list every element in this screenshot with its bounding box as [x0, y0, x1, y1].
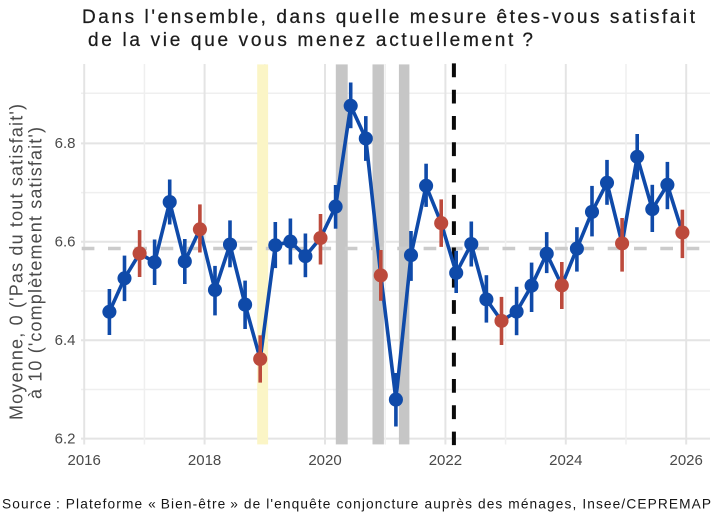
svg-text:6.6: 6.6 — [55, 234, 76, 251]
svg-text:Moyenne, 0 ('Pas du tout satis: Moyenne, 0 ('Pas du tout satisfait') — [7, 104, 27, 420]
svg-text:2016: 2016 — [68, 452, 101, 469]
svg-text:2024: 2024 — [549, 452, 582, 469]
svg-text:6.8: 6.8 — [55, 135, 76, 152]
svg-text:Dans l'ensemble, dans quelle m: Dans l'ensemble, dans quelle mesure êtes… — [82, 7, 696, 28]
svg-text:2022: 2022 — [429, 452, 462, 469]
svg-text:6.2: 6.2 — [55, 430, 76, 447]
svg-text:2018: 2018 — [188, 452, 221, 469]
svg-text:6.4: 6.4 — [55, 332, 76, 349]
svg-text:2020: 2020 — [308, 452, 341, 469]
svg-text:de la vie que vous menez actue: de la vie que vous menez actuellement ? — [88, 30, 533, 51]
svg-text:à 10 ('complètement satisfait': à 10 ('complètement satisfait') — [25, 127, 45, 399]
svg-text:Source : Plateforme « Bien-êtr: Source : Plateforme « Bien-être » de l'e… — [2, 497, 711, 512]
svg-text:2026: 2026 — [670, 452, 703, 469]
